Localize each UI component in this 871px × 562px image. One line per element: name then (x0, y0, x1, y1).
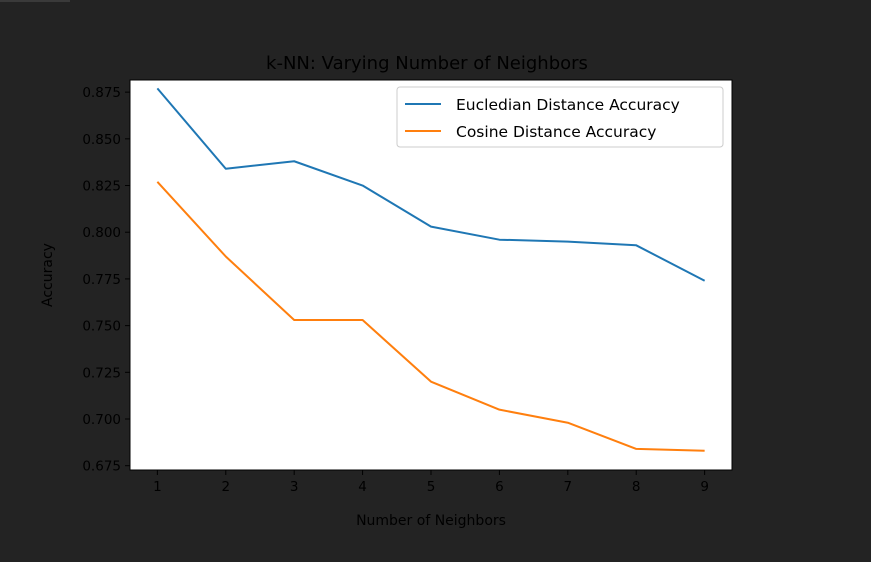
x-tick-label: 3 (290, 479, 299, 495)
y-tick-label: 0.875 (82, 85, 121, 101)
x-tick-label: 8 (632, 479, 641, 495)
x-tick-label: 9 (700, 479, 709, 495)
legend-label-cosine: Cosine Distance Accuracy (456, 123, 656, 141)
x-tick-label: 1 (153, 479, 162, 495)
y-tick-label: 0.775 (82, 272, 121, 288)
x-tick-label: 7 (564, 479, 573, 495)
x-axis-label: Number of Neighbors (356, 513, 506, 529)
series-layer (156, 87, 706, 452)
legend-box (396, 86, 724, 148)
y-axis: 0.675 0.700 0.725 0.750 0.775 0.800 0.825 0.850… (82, 85, 130, 475)
legend-label-eucledian: Eucledian Distance Accuracy (456, 96, 680, 114)
y-tick-label: 0.850 (82, 132, 121, 148)
y-axis-label: Accuracy (40, 243, 56, 307)
y-tick-label: 0.800 (82, 225, 121, 241)
y-tick-label: 0.825 (82, 179, 121, 195)
legend: Eucledian Distance Accuracy Cosine Dista… (396, 86, 724, 148)
y-tick-label: 0.725 (82, 365, 121, 381)
x-tick-label: 4 (358, 479, 367, 495)
x-tick-label: 5 (427, 479, 436, 495)
output-tab-strip (0, 0, 70, 2)
chart-title: k-NN: Varying Number of Neighbors (266, 53, 588, 74)
y-tick-label: 0.750 (82, 319, 121, 335)
y-tick-label: 0.700 (82, 412, 121, 428)
x-axis: 1 2 3 4 5 6 7 8 9 (153, 470, 709, 495)
x-tick-label: 2 (221, 479, 230, 495)
y-tick-label: 0.675 (82, 459, 121, 475)
x-tick-label: 6 (495, 479, 504, 495)
